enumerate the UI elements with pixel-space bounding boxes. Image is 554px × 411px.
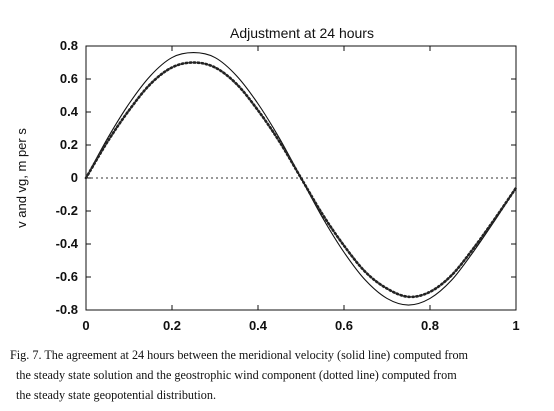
series-layer bbox=[84, 52, 518, 306]
caption-line-1: Fig. 7. The agreement at 24 hours betwee… bbox=[10, 348, 469, 362]
y-tick-label: -0.4 bbox=[56, 236, 79, 251]
figure-caption: Fig. 7. The agreement at 24 hours betwee… bbox=[10, 345, 550, 405]
line-chart: Adjustment at 24 hours 0 0.2 0.4 0.6 0.8 1 0.8… bbox=[14, 25, 520, 333]
y-tick-label: 0.2 bbox=[60, 137, 78, 152]
x-tick-label: 0 bbox=[82, 318, 89, 333]
axis-ticks bbox=[85, 45, 517, 311]
y-tick-label: -0.6 bbox=[56, 269, 78, 284]
x-tick-label: 1 bbox=[512, 318, 519, 333]
axis-tick-labels: 0 0.2 0.4 0.6 0.8 1 0.8 0.6 0.4 0.2 0 -0.2 -0.4 -0.6 -… bbox=[56, 38, 520, 333]
x-tick-label: 0.4 bbox=[249, 318, 268, 333]
y-axis-label: v and vg, m per s bbox=[14, 128, 29, 228]
x-tick-label: 0.8 bbox=[421, 318, 439, 333]
caption-line-3: the steady state geopotential distributi… bbox=[16, 388, 217, 402]
y-tick-label: 0.6 bbox=[60, 71, 78, 86]
y-tick-label: -0.8 bbox=[56, 302, 78, 317]
y-tick-label: 0.8 bbox=[60, 38, 78, 53]
y-tick-label: -0.2 bbox=[56, 203, 78, 218]
y-tick-label: 0 bbox=[71, 170, 78, 185]
chart-title: Adjustment at 24 hours bbox=[230, 25, 374, 41]
x-tick-label: 0.2 bbox=[163, 318, 181, 333]
series-dotted-line bbox=[84, 61, 518, 299]
x-tick-label: 0.6 bbox=[335, 318, 353, 333]
caption-line-2: the steady state solution and the geostr… bbox=[16, 368, 457, 382]
y-tick-label: 0.4 bbox=[60, 104, 79, 119]
